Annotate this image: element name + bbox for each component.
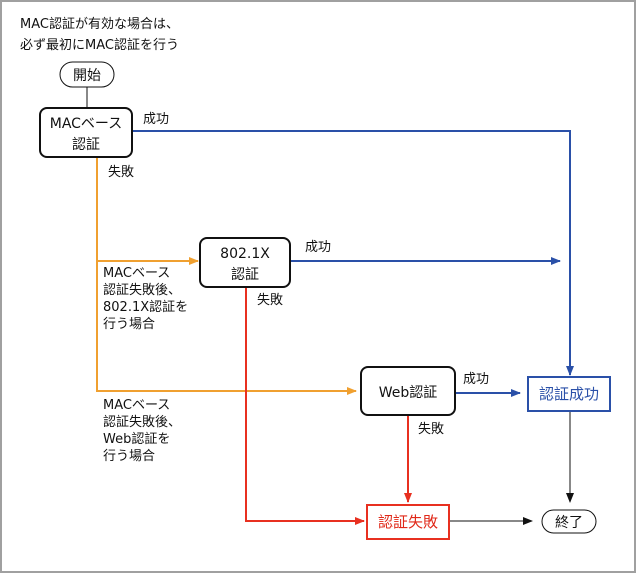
web-failure-label: 失敗: [418, 422, 444, 437]
web-condition-3: Web認証を: [103, 431, 170, 447]
mac-auth-label-2: 認証: [72, 137, 100, 153]
mac-auth-label-1: MACベース: [50, 116, 123, 132]
auth-success-label: 認証成功: [539, 385, 599, 403]
dot1x-auth-label-1: 802.1X: [220, 246, 270, 262]
mac-auth-box: [39, 107, 133, 158]
dot1x-failure-label: 失敗: [257, 293, 283, 308]
start-terminal: [59, 61, 115, 88]
start-label: 開始: [73, 68, 101, 84]
web-success-label: 成功: [463, 372, 489, 387]
note-line-2: 必ず最初にMAC認証を行う: [20, 37, 179, 53]
web-condition-2: 認証失敗後、: [103, 414, 181, 430]
auth-failure-label: 認証失敗: [378, 513, 438, 531]
dot1x-condition-1: MACベース: [103, 266, 170, 281]
mac-success-label: 成功: [143, 112, 169, 127]
web-condition-4: 行う場合: [103, 449, 155, 464]
dot1x-auth-box: [199, 237, 291, 288]
dot1x-condition-2: 認証失敗後、: [103, 282, 181, 298]
auth-success-box: [527, 376, 611, 412]
web-auth-box: [360, 366, 456, 416]
web-auth-label: Web認証: [379, 385, 438, 401]
mac-failure-label: 失敗: [108, 165, 134, 180]
end-terminal: [541, 509, 597, 534]
dot1x-condition-4: 行う場合: [103, 317, 155, 332]
edge-mac-success: [132, 130, 574, 376]
auth-failure-box: [366, 504, 450, 540]
web-condition-1: MACベース: [103, 398, 170, 413]
edge-dot1x-failure: [245, 287, 365, 525]
dot1x-condition-3: 802.1X認証を: [103, 299, 188, 315]
note-line-1: MAC認証が有効な場合は、: [20, 16, 179, 32]
dot1x-auth-label-2: 認証: [231, 267, 259, 283]
end-label: 終了: [555, 515, 583, 531]
edge-mac-failure-web: [96, 157, 357, 395]
dot1x-success-label: 成功: [305, 240, 331, 255]
